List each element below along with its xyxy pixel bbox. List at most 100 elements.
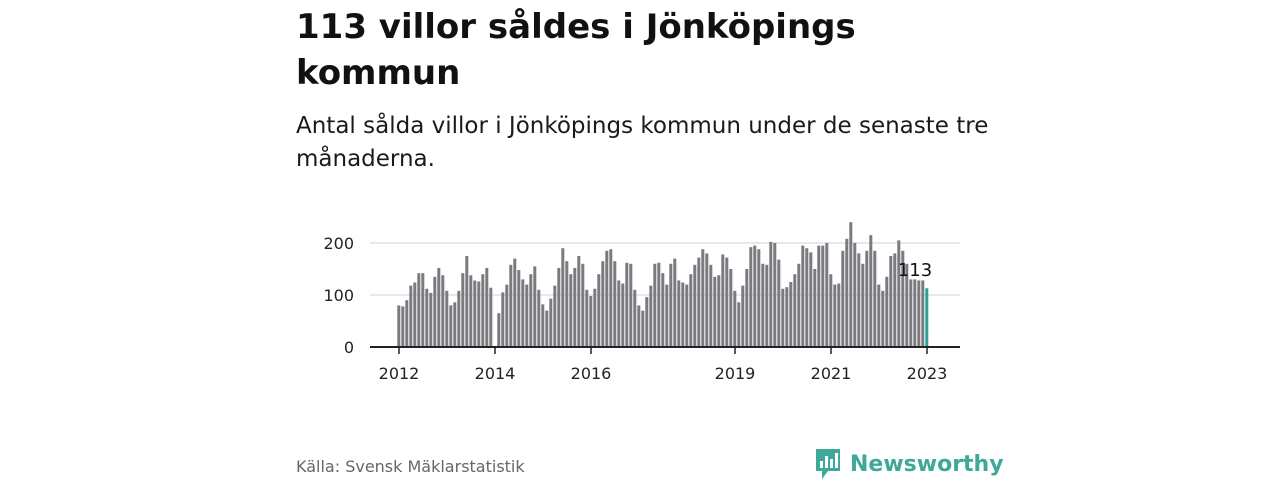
bar [881, 290, 885, 347]
y-tick-label: 100 [323, 286, 354, 305]
bar [917, 280, 921, 347]
x-tick-label: 2019 [715, 364, 756, 383]
bar [821, 245, 825, 347]
bar [405, 300, 409, 347]
tick-labels: 0 100 200 2012 2014 2016 2019 2021 2023 113 [323, 234, 947, 383]
bar [713, 276, 717, 347]
x-tick-label: 2021 [811, 364, 852, 383]
bar [773, 243, 777, 347]
bar [465, 256, 469, 347]
bar [481, 274, 485, 347]
bar [757, 249, 761, 347]
bar [653, 263, 657, 347]
bar [469, 275, 473, 347]
bar [573, 267, 577, 347]
bar [569, 274, 573, 347]
bar [597, 274, 601, 347]
bar-latest [925, 288, 929, 347]
bar [789, 282, 793, 347]
bar [589, 296, 593, 347]
chart-title: 113 villor såldes i Jönköpings kommun [296, 7, 856, 93]
bar [785, 287, 789, 347]
bar [777, 259, 781, 347]
bar [421, 273, 425, 347]
bar [661, 273, 665, 347]
x-tick-label: 2023 [907, 364, 948, 383]
bar [665, 284, 669, 347]
source-note: Källa: Svensk Mäklarstatistik [296, 457, 525, 476]
y-tick-label: 200 [323, 234, 354, 253]
newsworthy-logo-icon [816, 449, 840, 479]
bar [817, 245, 821, 347]
bar [673, 258, 677, 347]
bar [697, 257, 701, 347]
bar [509, 264, 513, 347]
bar [893, 253, 897, 347]
bar [813, 269, 817, 347]
bar [669, 263, 673, 347]
bar [581, 263, 585, 347]
bar [737, 302, 741, 347]
bar [861, 263, 865, 347]
bar [433, 276, 437, 347]
bar [449, 305, 453, 347]
bar [865, 250, 869, 347]
bar [401, 306, 405, 347]
bar [609, 249, 613, 347]
bar [525, 284, 529, 347]
bar [749, 247, 753, 347]
bar [841, 250, 845, 347]
bar [529, 274, 533, 347]
bar [801, 245, 805, 347]
bar [797, 263, 801, 347]
bar [521, 279, 525, 347]
x-tick-label: 2016 [571, 364, 612, 383]
bar [725, 257, 729, 347]
bar [445, 290, 449, 347]
brand-name: Newsworthy [850, 451, 1004, 477]
bar [705, 253, 709, 347]
bar [921, 280, 925, 347]
bar [845, 238, 849, 347]
bar [625, 262, 629, 347]
bar [505, 284, 509, 347]
bar [645, 297, 649, 347]
bar [409, 285, 413, 347]
bar [649, 285, 653, 347]
bar [593, 288, 597, 347]
bar-chart: 0 100 200 2012 2014 2016 2019 2021 2023 113 [323, 222, 960, 383]
bar [413, 282, 417, 347]
axes [370, 346, 960, 354]
bar [765, 264, 769, 347]
bar [501, 292, 505, 347]
bar [537, 289, 541, 347]
latest-value-label: 113 [898, 260, 932, 281]
bar [909, 279, 913, 347]
bar [729, 269, 733, 347]
bar [601, 261, 605, 347]
bar [717, 275, 721, 347]
bar [689, 274, 693, 347]
bars [397, 222, 929, 347]
bar [613, 261, 617, 347]
bar [753, 245, 757, 347]
bar [721, 254, 725, 347]
bar [877, 284, 881, 347]
bar [477, 281, 481, 347]
bar [681, 282, 685, 347]
bar [461, 273, 465, 347]
bar [733, 290, 737, 347]
bar [533, 266, 537, 347]
bar [637, 305, 641, 347]
bar [429, 292, 433, 347]
bar [793, 274, 797, 347]
bar [605, 250, 609, 347]
bar [621, 283, 625, 347]
bar [473, 280, 477, 347]
bar [685, 284, 689, 347]
bar [781, 288, 785, 347]
bar [693, 264, 697, 347]
bar [829, 274, 833, 347]
bar [441, 275, 445, 347]
bar [513, 258, 517, 347]
